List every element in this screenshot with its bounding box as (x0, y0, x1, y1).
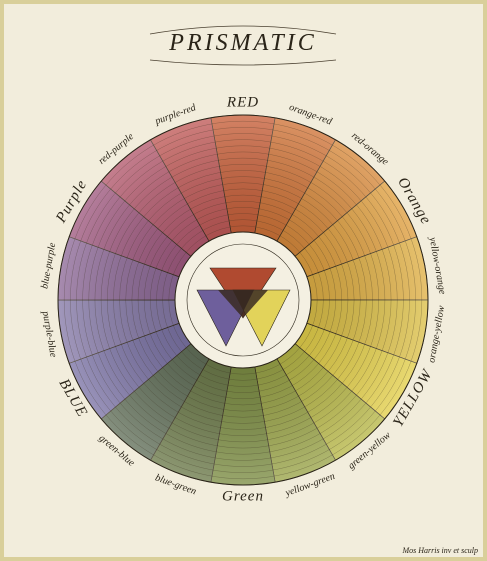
segment-label: Green (222, 488, 264, 504)
signature: Mos Harris inv et sculp (401, 546, 478, 555)
segment-label: RED (226, 94, 259, 110)
page: PRISMATIC REDorange-redred-orangeOrangey… (0, 0, 487, 561)
print: PRISMATIC REDorange-redred-orangeOrangey… (0, 0, 487, 561)
title: PRISMATIC (168, 30, 316, 56)
color-wheel (58, 115, 428, 485)
